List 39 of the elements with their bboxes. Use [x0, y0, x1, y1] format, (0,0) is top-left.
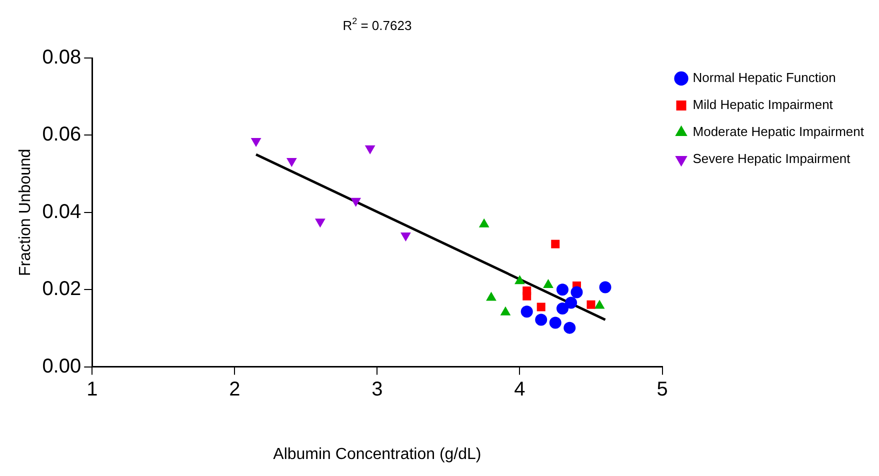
point [551, 240, 560, 248]
point [536, 302, 546, 312]
y-tick-label: 0.00 [42, 355, 82, 378]
point [364, 145, 376, 154]
y-tick-label: 0.04 [42, 200, 82, 223]
x-tick-label: 2 [229, 378, 240, 400]
point [594, 300, 605, 309]
point [599, 281, 612, 294]
point [565, 296, 578, 309]
point [549, 316, 562, 329]
legend-label: Normal Hepatic Function [692, 70, 836, 86]
legend-label: Mild Hepatic Impairment [692, 97, 834, 112]
point [486, 292, 496, 301]
point [556, 302, 568, 315]
y-tick-label: 0.02 [42, 278, 82, 300]
legend-label: Severe Hepatic Impairment [692, 151, 851, 166]
point [564, 322, 576, 334]
x-tick-label: 5 [656, 378, 668, 400]
x-tick-label: 4 [514, 378, 526, 400]
point [350, 198, 362, 207]
y-axis-title: Fraction Unbound [17, 148, 34, 276]
point [556, 284, 568, 296]
x-tick-label: 1 [86, 378, 98, 400]
point [535, 314, 548, 326]
point [286, 158, 297, 168]
legend-label: Moderate Hepatic Impairment [692, 124, 864, 140]
point [520, 306, 533, 318]
point [514, 275, 525, 284]
x-axis-title: Albumin Concentration (g/dL) [273, 446, 482, 463]
y-tick-label: 0.08 [42, 46, 82, 69]
point [250, 138, 262, 147]
point [314, 218, 326, 228]
x-tick-label: 3 [372, 378, 383, 400]
point [522, 292, 532, 300]
y-tick-label: 0.06 [42, 124, 82, 146]
point [500, 306, 511, 316]
point [570, 286, 583, 298]
point [586, 300, 596, 309]
point [400, 232, 411, 242]
